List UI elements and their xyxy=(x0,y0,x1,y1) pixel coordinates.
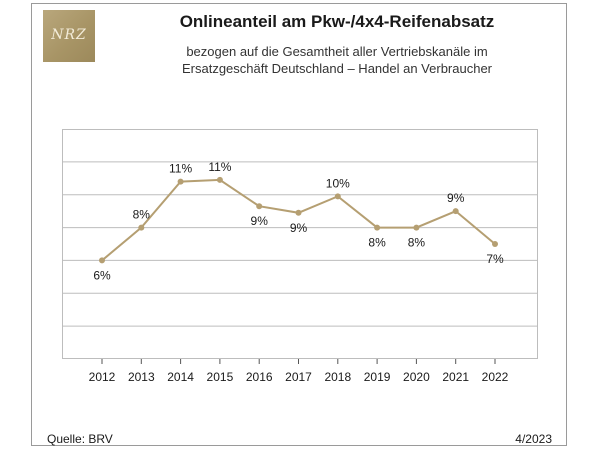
data-label: 9% xyxy=(447,191,465,205)
x-tick-label: 2013 xyxy=(128,370,155,384)
source-note: Quelle: BRV xyxy=(47,432,113,446)
x-tick-label: 2017 xyxy=(285,370,312,384)
nrz-logo: NRZ xyxy=(43,10,95,62)
data-point xyxy=(374,224,381,231)
x-tick-label: 2021 xyxy=(442,370,469,384)
data-point xyxy=(99,257,105,264)
data-label: 11% xyxy=(169,162,192,176)
data-label: 7% xyxy=(486,252,504,266)
data-label: 9% xyxy=(290,221,308,235)
x-tick-label: 2014 xyxy=(167,370,194,384)
chart-title: Onlineanteil am Pkw-/4x4-Reifenabsatz xyxy=(179,12,495,31)
chart-subtitle-line-1: bezogen auf die Gesamtheit aller Vertrie… xyxy=(186,44,488,59)
data-point xyxy=(452,208,459,215)
date-note: 4/2023 xyxy=(515,432,552,446)
logo-text: NRZ xyxy=(51,27,87,43)
x-tick-label: 2012 xyxy=(89,370,116,384)
x-tick-label: 2022 xyxy=(482,370,509,384)
line-chart: 2012 2013 2014 2015 2016 2017 2018 2019 2020 2021… xyxy=(62,160,538,384)
data-point xyxy=(295,209,302,216)
data-label: 6% xyxy=(93,268,111,282)
data-label: 10% xyxy=(326,176,350,190)
data-point xyxy=(177,178,184,185)
data-label: 8% xyxy=(133,208,151,222)
data-point xyxy=(492,241,498,247)
data-label: 8% xyxy=(368,236,386,250)
x-tick-label: 2016 xyxy=(246,370,273,384)
x-tick-label: 2020 xyxy=(403,370,430,384)
data-point xyxy=(256,203,263,210)
data-point xyxy=(138,224,145,231)
data-point xyxy=(334,193,341,200)
x-tick-label: 2018 xyxy=(324,370,351,384)
data-label: 9% xyxy=(251,214,269,228)
data-label: 8% xyxy=(408,236,426,250)
data-label: 11% xyxy=(208,160,231,174)
data-point xyxy=(413,224,420,231)
x-tick-label: 2015 xyxy=(207,370,234,384)
data-point xyxy=(216,176,223,183)
chart-frame: NRZ Onlineanteil am Pkw-/4x4-Reifenabsat… xyxy=(31,3,567,446)
plot-area xyxy=(62,129,538,359)
x-tick-label: 2019 xyxy=(364,370,391,384)
chart-subtitle-line-2: Ersatzgeschäft Deutschland – Handel an V… xyxy=(181,61,493,76)
